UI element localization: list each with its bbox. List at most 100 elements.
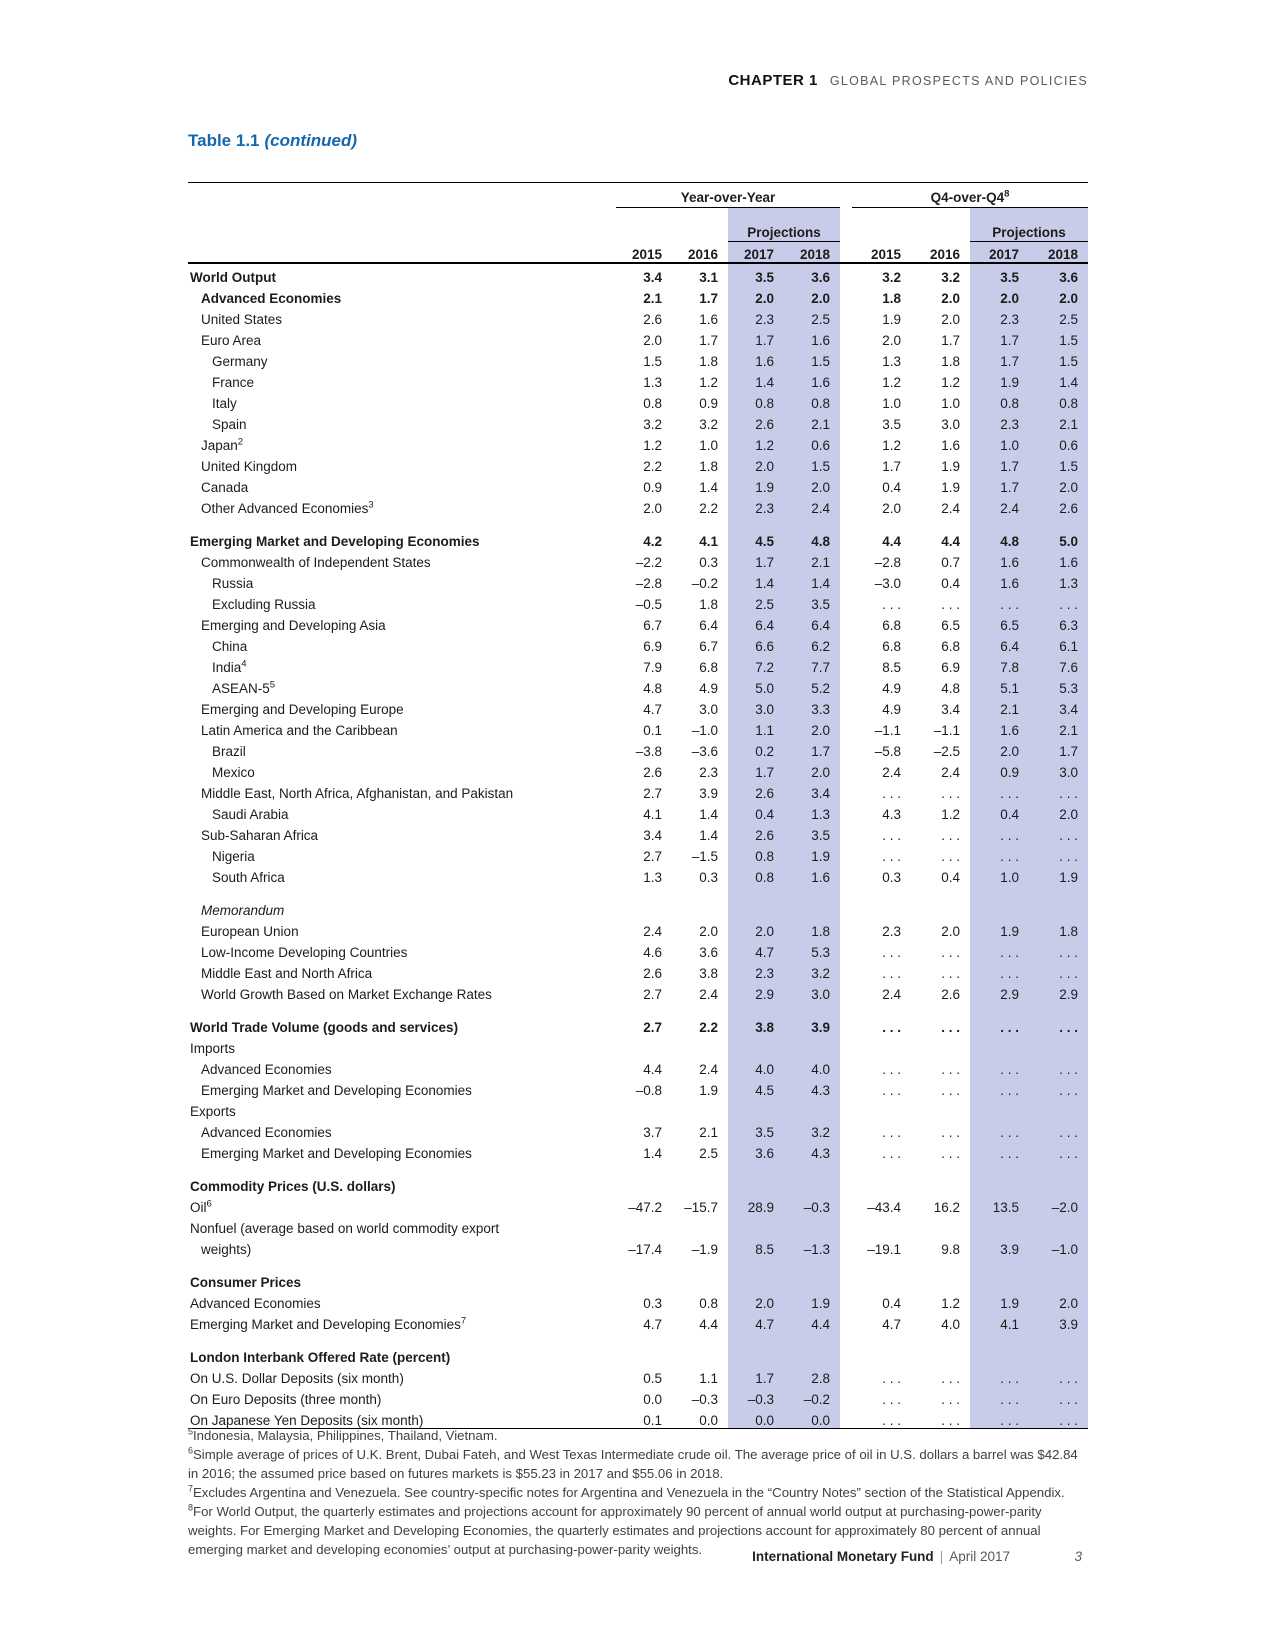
value-cell: 1.2: [941, 807, 961, 822]
value-cell: 1.4: [1029, 369, 1089, 390]
value-cell: 2.6: [643, 765, 662, 780]
value-cell: 4.8: [941, 681, 961, 696]
value-cell: 3.4: [941, 702, 961, 717]
value-cell: [784, 1257, 841, 1269]
column-gap: [840, 1194, 852, 1215]
row-label: On U.S. Dollar Deposits (six month): [190, 1371, 404, 1386]
value-cell: . . .: [882, 849, 902, 864]
row-label: South Africa: [212, 870, 285, 885]
value-cell: 3.6: [784, 263, 841, 285]
table-row: Russia –2.8 –0.2 1.4 1.4 –3.0 0.4 1.6 1.3: [188, 570, 1089, 591]
value-cell: 0.1: [643, 723, 662, 738]
value-cell: 6.9: [941, 660, 961, 675]
table-row: On U.S. Dollar Deposits (six month) 0.5 1.…: [188, 1365, 1089, 1386]
value-cell: 1.6: [941, 438, 961, 453]
value-cell: 2.4: [941, 501, 961, 516]
value-cell: 2.7: [643, 849, 662, 864]
value-cell: 2.1: [699, 1125, 718, 1140]
value-cell: 1.7: [728, 549, 784, 570]
value-cell: 2.2: [699, 501, 718, 516]
value-cell: 2.4: [941, 765, 961, 780]
column-gap: [840, 1365, 852, 1386]
value-cell: [672, 1035, 728, 1056]
value-cell: 2.1: [970, 696, 1030, 717]
value-cell: [784, 885, 841, 897]
value-cell: 1.9: [784, 1290, 841, 1311]
table-row: Other Advanced Economies3 2.0 2.2 2.3 2.4 2.0…: [188, 495, 1089, 516]
row-label: World Growth Based on Market Exchange Ra…: [201, 987, 492, 1002]
value-cell: 1.8: [699, 459, 718, 474]
value-cell: 1.8: [699, 597, 718, 612]
page-number: 3: [1074, 1549, 1082, 1564]
value-cell: 1.7: [941, 333, 961, 348]
value-cell: [970, 516, 1030, 528]
value-cell: 1.1: [699, 1371, 718, 1386]
value-cell: 1.9: [728, 474, 784, 495]
value-cell: [728, 1332, 784, 1344]
value-cell: 3.0: [728, 696, 784, 717]
value-cell: [672, 897, 728, 918]
row-label: Latin America and the Caribbean: [201, 723, 398, 738]
value-cell: . . .: [941, 786, 961, 801]
value-cell: 2.0: [784, 759, 841, 780]
table-row: Memorandum: [188, 897, 1089, 918]
value-cell: 0.3: [699, 870, 718, 885]
value-cell: 6.8: [941, 639, 961, 654]
column-gap: [840, 1119, 852, 1140]
table-row: Emerging Market and Developing Economies…: [188, 1077, 1089, 1098]
row-label: Germany: [212, 354, 268, 369]
value-cell: . . .: [970, 960, 1030, 981]
value-cell: [911, 516, 970, 528]
row-label: Advanced Economies: [201, 1062, 332, 1077]
table-row: Advanced Economies 0.3 0.8 2.0 1.9 0.4 1.2 1.9 2…: [188, 1290, 1089, 1311]
value-cell: –19.1: [867, 1242, 902, 1257]
projections-header-q4: Projections: [970, 207, 1089, 242]
value-cell: 1.6: [970, 717, 1030, 738]
value-cell: [728, 516, 784, 528]
value-cell: 1.2: [941, 375, 961, 390]
value-cell: 2.7: [643, 1020, 662, 1035]
value-cell: . . .: [941, 1125, 961, 1140]
row-label: [188, 1002, 616, 1014]
value-cell: [970, 1098, 1030, 1119]
group-header-year-over-year: Year-over-Year: [616, 182, 841, 208]
value-cell: [1029, 885, 1089, 897]
value-cell: 1.7: [1029, 738, 1089, 759]
value-cell: 0.7: [941, 555, 961, 570]
value-cell: 2.7: [643, 786, 662, 801]
table-row: Italy 0.8 0.9 0.8 0.8 1.0 1.0 0.8 0.8: [188, 390, 1089, 411]
column-gap: [840, 1344, 852, 1365]
column-gap: [840, 780, 852, 801]
column-gap: [840, 369, 852, 390]
value-cell: . . .: [882, 597, 902, 612]
row-label: Emerging Market and Developing Economies: [201, 1083, 472, 1098]
value-cell: –2.0: [1029, 1194, 1089, 1215]
value-cell: 6.6: [728, 633, 784, 654]
value-cell: [1029, 1161, 1089, 1173]
column-gap: [840, 885, 852, 897]
value-cell: 0.8: [1029, 390, 1089, 411]
value-cell: 2.5: [784, 306, 841, 327]
value-cell: 4.7: [882, 1317, 902, 1332]
value-cell: [911, 1344, 970, 1365]
row-label: Commonwealth of Independent States: [201, 555, 431, 570]
table-row: United States 2.6 1.6 2.3 2.5 1.9 2.0 2.3 2.5: [188, 306, 1089, 327]
value-cell: . . .: [882, 1125, 902, 1140]
value-cell: 3.8: [699, 966, 718, 981]
row-label: World Trade Volume (goods and services): [190, 1020, 459, 1035]
table-row: World Growth Based on Market Exchange Ra…: [188, 981, 1089, 1002]
value-cell: 6.5: [970, 612, 1030, 633]
value-cell: [970, 1161, 1030, 1173]
spacer-row: [188, 1257, 1089, 1269]
value-cell: [970, 897, 1030, 918]
column-gap: [840, 495, 852, 516]
year-column: 2016: [672, 241, 728, 264]
value-cell: [728, 1173, 784, 1194]
value-cell: 1.3: [784, 801, 841, 822]
value-cell: –1.1: [933, 723, 961, 738]
spacer-row: [188, 1161, 1089, 1173]
year-column: 2017: [970, 241, 1030, 264]
value-cell: . . .: [882, 966, 902, 981]
value-cell: 3.0: [784, 981, 841, 1002]
